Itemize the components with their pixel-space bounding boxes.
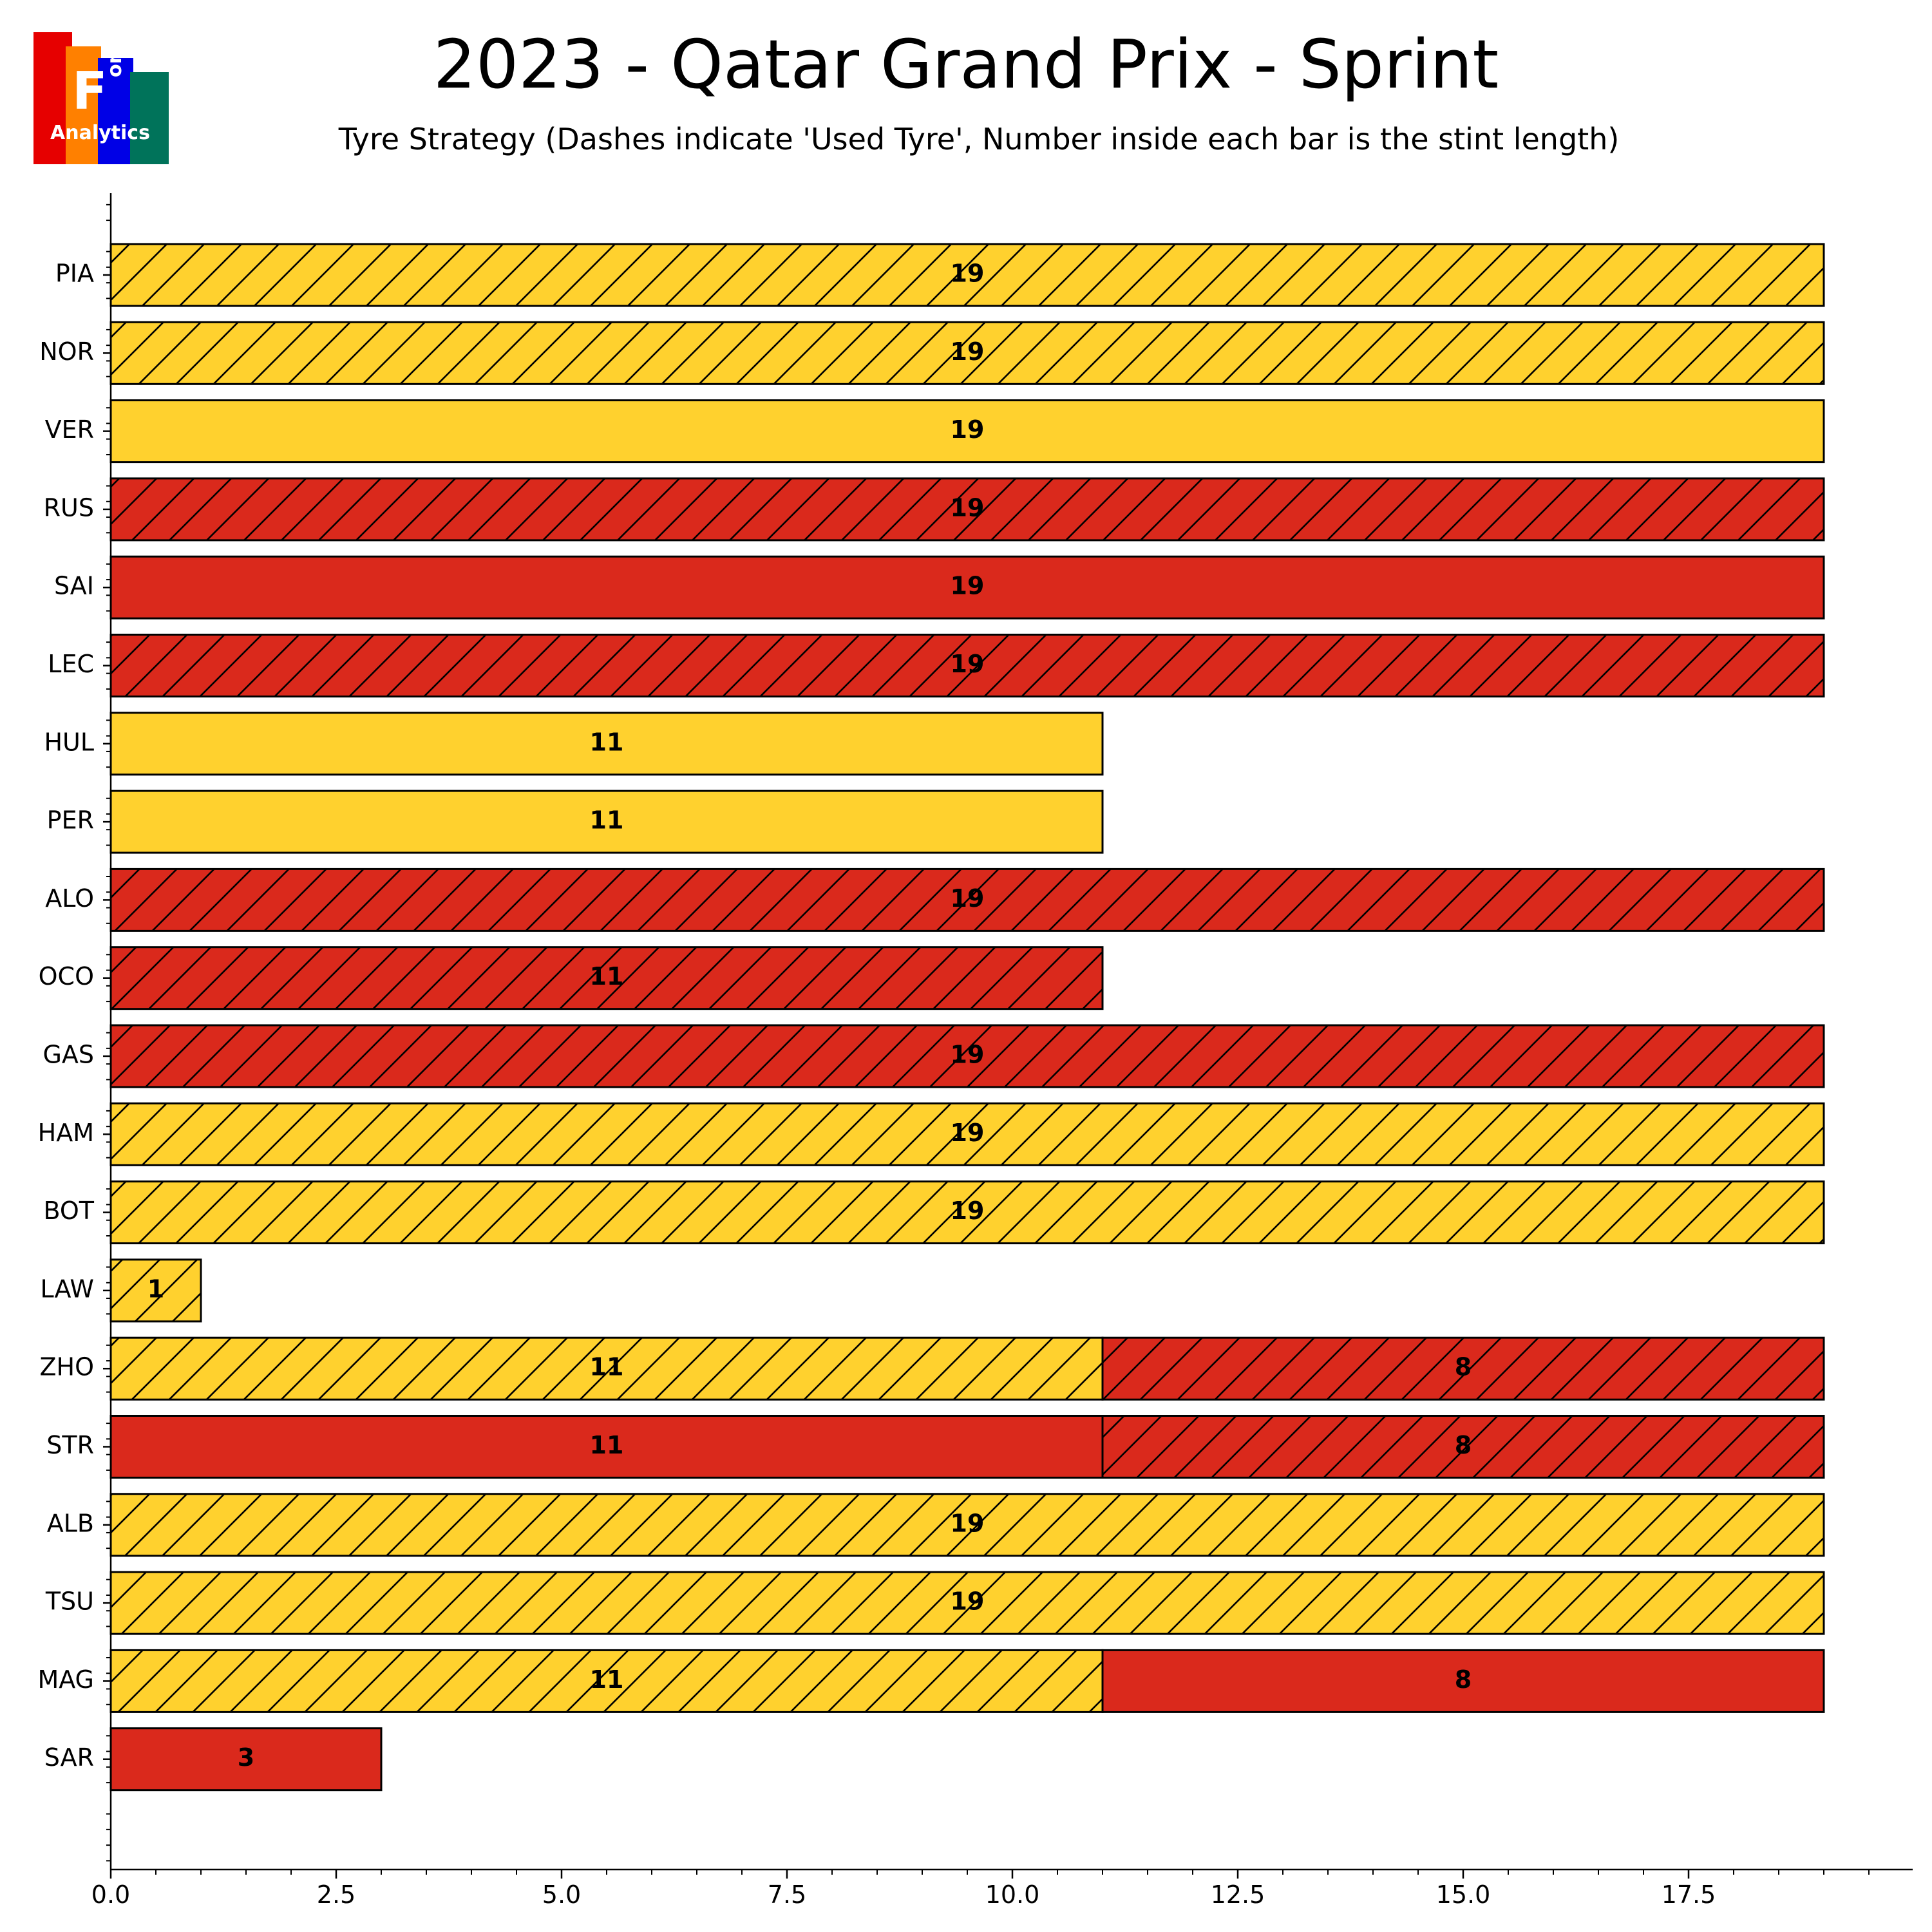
bar-sai-stint-1 [111, 556, 1824, 619]
ytick-label-pia: PIA [55, 260, 94, 288]
bar-str-stint-1 [111, 1416, 1103, 1478]
logo-block-green [130, 72, 169, 164]
ytick-label-ver: VER [45, 415, 94, 444]
stint-label-pia-1: 19 [951, 260, 985, 288]
logo: F one Analytics [33, 32, 169, 167]
ytick-label-gas: GAS [43, 1041, 94, 1069]
hatch-str-stint-2 [1103, 1416, 1824, 1478]
stint-label-per-1: 11 [590, 806, 624, 835]
bar-mag-stint-2 [1103, 1650, 1824, 1712]
stint-label-ham-1: 19 [951, 1119, 985, 1147]
hatch-alb-stint-1 [111, 1493, 1824, 1556]
ytick-label-bot: BOT [43, 1197, 94, 1225]
hatch-oco-stint-1 [111, 947, 1103, 1009]
hatch-bot-stint-1 [111, 1181, 1824, 1244]
logo-word: Analytics [50, 122, 150, 144]
xtick-label-0: 0.0 [91, 1880, 130, 1909]
stint-label-rus-1: 19 [951, 493, 985, 522]
ytick-label-str: STR [46, 1431, 94, 1459]
bar-sar-stint-1 [111, 1728, 381, 1790]
stint-label-hul-1: 11 [590, 728, 624, 756]
ytick-label-nor: NOR [39, 337, 94, 366]
hatch-zho-stint-1 [111, 1338, 1103, 1400]
stint-label-sai-1: 19 [951, 572, 985, 600]
logo-letter: F [72, 61, 108, 121]
ytick-label-alo: ALO [45, 884, 94, 913]
ytick-label-alb: ALB [47, 1509, 94, 1537]
bar-ver-stint-1 [111, 400, 1824, 462]
xtick-label-6: 15.0 [1436, 1880, 1491, 1909]
stint-label-oco-1: 11 [590, 962, 624, 990]
hatch-law-stint-1 [111, 1259, 201, 1321]
ytick-label-rus: RUS [44, 493, 94, 522]
hatch-lec-stint-1 [111, 634, 1824, 697]
hatch-ham-stint-1 [111, 1103, 1824, 1166]
xtick-label-1: 2.5 [317, 1880, 355, 1909]
stint-label-str-2: 8 [1455, 1431, 1472, 1459]
hatch-rus-stint-1 [111, 478, 1824, 540]
hatch-pia-stint-1 [111, 244, 1824, 306]
xtick-label-2: 5.0 [542, 1880, 581, 1909]
ytick-label-lec: LEC [48, 650, 94, 678]
stint-label-gas-1: 19 [951, 1041, 985, 1069]
stint-label-alo-1: 19 [951, 884, 985, 913]
hatch-tsu-stint-1 [111, 1572, 1824, 1634]
ytick-label-oco: OCO [39, 962, 94, 990]
chart-subtitle: Tyre Strategy (Dashes indicate 'Used Tyr… [338, 122, 1620, 156]
logo-block-blue [98, 58, 133, 164]
stint-label-mag-2: 8 [1455, 1665, 1472, 1694]
ytick-label-hul: HUL [44, 728, 94, 756]
ytick-label-tsu: TSU [45, 1587, 94, 1616]
ytick-label-sar: SAR [44, 1743, 94, 1772]
stint-label-alb-1: 19 [951, 1509, 985, 1537]
stint-label-nor-1: 19 [951, 337, 985, 366]
ytick-label-law: LAW [40, 1274, 94, 1303]
logo-block-orange [66, 46, 101, 164]
axes-group: PIA NOR VER RUS SAI LEC HUL PER ALO OCO GAS HAM BOT L… [37, 193, 1913, 1909]
bar-hul-stint-1 [111, 712, 1103, 775]
stint-label-zho-1: 11 [590, 1353, 624, 1381]
ytick-label-mag: MAG [37, 1665, 94, 1694]
stint-label-zho-2: 8 [1455, 1353, 1472, 1381]
xtick-label-5: 12.5 [1211, 1880, 1265, 1909]
bar-outline-mag-stint-2 [1101, 1649, 1825, 1713]
hatch-mag-stint-1 [111, 1650, 1103, 1712]
stint-label-law-1: 1 [147, 1274, 164, 1303]
stint-label-ver-1: 19 [951, 415, 985, 444]
hatch-alo-stint-1 [111, 869, 1824, 931]
stint-label-str-1: 11 [590, 1431, 624, 1459]
xtick-label-3: 7.5 [768, 1880, 806, 1909]
ytick-label-zho: ZHO [39, 1353, 94, 1381]
stint-label-sar-1: 3 [238, 1743, 254, 1772]
ytick-label-ham: HAM [38, 1119, 94, 1147]
hatch-zho-stint-2 [1103, 1338, 1824, 1400]
stint-label-mag-1: 11 [590, 1665, 624, 1694]
xtick-label-4: 10.0 [985, 1880, 1040, 1909]
stint-label-tsu-1: 19 [951, 1587, 985, 1616]
bar-outline-str-stint-2 [1101, 1415, 1825, 1479]
ytick-label-sai: SAI [54, 572, 94, 600]
stint-label-lec-1: 19 [951, 650, 985, 678]
hatch-nor-stint-1 [111, 322, 1824, 384]
hatch-gas-stint-1 [111, 1025, 1824, 1087]
ytick-label-per: PER [47, 806, 94, 835]
chart-title: 2023 - Qatar Grand Prix - Sprint [433, 25, 1499, 104]
stint-label-bot-1: 19 [951, 1197, 985, 1225]
xtick-label-7: 17.5 [1662, 1880, 1716, 1909]
bar-outline-zho-stint-2 [1101, 1336, 1825, 1401]
bar-per-stint-1 [111, 791, 1103, 853]
